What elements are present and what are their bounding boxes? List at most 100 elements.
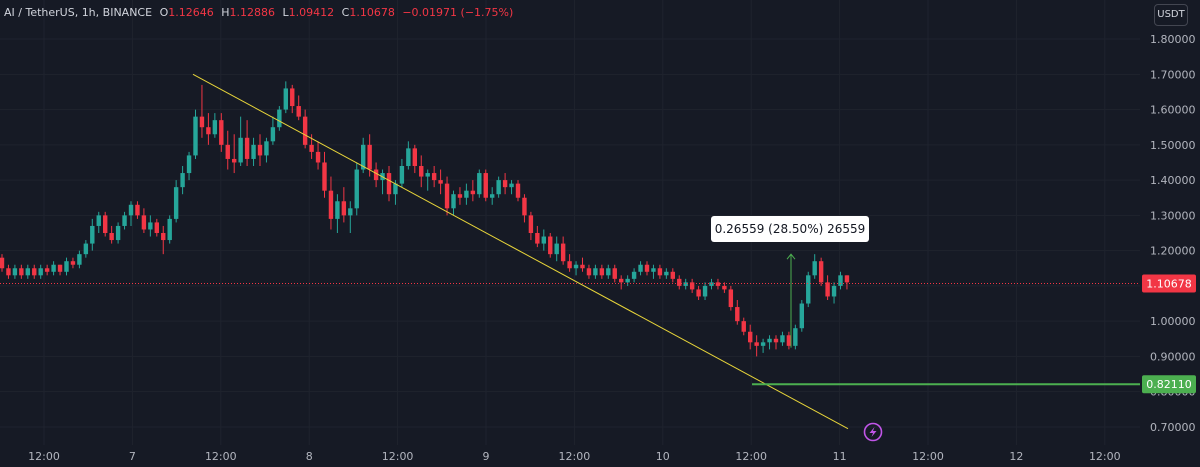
currency-button[interactable]: USDT: [1154, 4, 1188, 26]
candle: [161, 225, 166, 255]
time-tick-label: 12:00: [382, 450, 414, 463]
time-tick-label: 10: [656, 450, 670, 463]
candle-body: [806, 275, 811, 304]
candle-body: [619, 278, 624, 283]
candle: [709, 278, 714, 290]
candle: [606, 264, 611, 279]
candle-body: [818, 261, 824, 283]
candle: [328, 176, 334, 230]
time-tick-label: 12:00: [735, 450, 767, 463]
candle-body: [64, 261, 69, 272]
close-label: C: [341, 6, 350, 19]
candle-body: [651, 268, 656, 272]
candle-body: [399, 166, 405, 184]
candle: [315, 141, 321, 170]
candle: [335, 194, 340, 233]
candle-body: [341, 201, 347, 216]
price-tick-label: 1.80000: [1150, 33, 1196, 46]
candle: [477, 169, 482, 198]
candle-body: [6, 268, 11, 276]
candle-body: [141, 215, 147, 230]
candle: [490, 187, 495, 205]
candle: [773, 335, 779, 350]
candle: [361, 137, 366, 174]
candle-body: [283, 88, 288, 110]
candle-body: [419, 166, 424, 177]
chart-grid: [0, 0, 1140, 445]
candle: [689, 278, 695, 293]
candle-body: [173, 187, 179, 219]
candle: [419, 155, 424, 188]
candle: [670, 268, 675, 283]
candle: [812, 254, 817, 279]
candle: [38, 264, 43, 279]
candle-body: [677, 278, 682, 286]
time-tick-label: 8: [306, 450, 313, 463]
candle-body: [373, 169, 379, 181]
open-label: O: [159, 6, 169, 19]
candle-body: [83, 243, 89, 255]
candle-body: [438, 180, 443, 184]
candle: [0, 254, 5, 272]
candle: [715, 278, 721, 290]
time-tick-label: 12:00: [205, 450, 237, 463]
candle: [748, 324, 753, 350]
candle: [767, 335, 772, 350]
candle: [722, 282, 727, 293]
last-price-value: 1.10678: [1146, 278, 1192, 291]
candle-body: [483, 173, 488, 198]
candle: [264, 137, 269, 163]
candle: [290, 84, 295, 114]
price-axis[interactable]: 1.80000 1.70000 1.60000 1.50000 1.40000 1.300…: [1150, 33, 1196, 434]
candle-body: [406, 148, 411, 166]
candle: [515, 180, 521, 202]
price-tick-label: 1.60000: [1150, 104, 1196, 117]
change-value: −0.01971 (−1.75%): [402, 6, 514, 19]
candle-body: [393, 183, 398, 195]
support-price-badge: 0.82110: [1142, 375, 1196, 394]
candle-body: [464, 190, 469, 198]
candle: [457, 187, 463, 205]
candle-body: [186, 155, 192, 174]
candle: [657, 264, 663, 279]
candle-body: [709, 282, 714, 286]
lightning-icon[interactable]: [863, 422, 883, 442]
candle: [573, 261, 579, 276]
price-tick-label: 1.40000: [1150, 174, 1196, 187]
candle-body: [425, 173, 430, 177]
candle: [6, 264, 11, 279]
candle: [277, 106, 282, 131]
support-price-badge-box: [1142, 375, 1196, 394]
close-value: 1.10678: [349, 6, 395, 19]
time-axis[interactable]: 12:00 7 12:00 8 12:00 9 12:00 10 12:00 11 12:00 12 1…: [28, 450, 1121, 463]
candle-body: [354, 169, 359, 209]
candle: [644, 261, 650, 276]
candle-body: [109, 233, 114, 241]
candle: [180, 166, 185, 195]
candle: [728, 285, 734, 311]
candle: [25, 264, 30, 279]
trendline[interactable]: [192, 73, 849, 430]
price-tick-label: 0.90000: [1150, 350, 1196, 363]
candle: [554, 236, 559, 262]
candle: [451, 190, 456, 216]
candle: [96, 211, 101, 233]
candle-body: [670, 271, 675, 279]
candle-body: [128, 204, 134, 216]
candle: [786, 331, 792, 350]
candle-body: [657, 268, 663, 276]
time-tick-label: 12:00: [28, 450, 60, 463]
candle-body: [251, 144, 256, 159]
candle: [651, 264, 656, 279]
candle: [244, 120, 250, 166]
candle-body: [567, 261, 572, 269]
candle-body: [560, 243, 566, 262]
candle: [825, 275, 830, 300]
candle-body: [51, 264, 56, 272]
candle: [638, 261, 643, 276]
measure-tool[interactable]: 0.26559 (28.50%) 26559: [711, 216, 869, 348]
price-tick-label: 1.50000: [1150, 139, 1196, 152]
candle: [354, 162, 359, 216]
candle: [103, 211, 108, 237]
